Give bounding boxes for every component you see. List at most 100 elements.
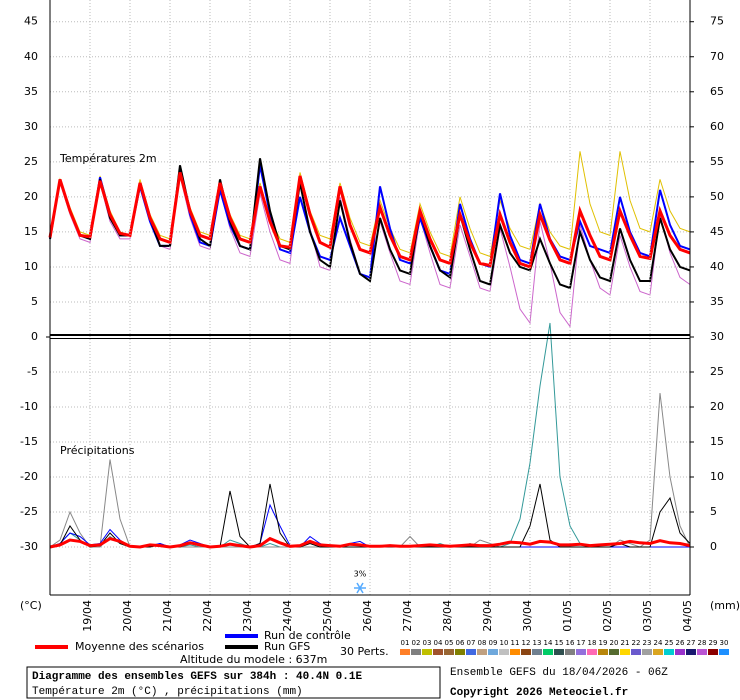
member-label: 21 <box>621 639 630 647</box>
member-swatch <box>532 649 542 655</box>
y2-tick-label: 45 <box>710 225 724 238</box>
member-swatch <box>411 649 421 655</box>
panel-title: Précipitations <box>60 444 135 457</box>
x-tick-label: 23/04 <box>241 600 254 632</box>
member-label: 07 <box>467 639 476 647</box>
y-tick-label: 0 <box>31 330 38 343</box>
y2-tick-label: 0 <box>710 540 717 553</box>
altitude: Altitude du modele : 637m <box>180 653 327 666</box>
legend-label: Run de contrôle <box>264 629 351 642</box>
member-swatch <box>719 649 729 655</box>
series-line <box>49 158 691 290</box>
plot-area: 051015202530354045354045505560657075-30-… <box>20 0 724 632</box>
member-swatch <box>554 649 564 655</box>
member-label: 24 <box>654 639 663 647</box>
member-label: 08 <box>478 639 487 647</box>
x-tick-label: 01/05 <box>561 600 574 632</box>
member-swatch <box>708 649 718 655</box>
series-line <box>49 151 691 258</box>
member-label: 20 <box>610 639 619 647</box>
x-tick-label: 27/04 <box>401 600 414 632</box>
member-swatch <box>631 649 641 655</box>
member-swatch <box>543 649 553 655</box>
member-swatch <box>675 649 685 655</box>
member-swatch <box>620 649 630 655</box>
member-label: 26 <box>676 639 685 647</box>
x-tick-label: 20/04 <box>121 600 134 632</box>
member-swatch <box>609 649 619 655</box>
legend-label: Run GFS <box>264 640 310 653</box>
y2-tick-label: 40 <box>710 260 724 273</box>
y-tick-label: 10 <box>24 260 38 273</box>
x-tick-label: 19/04 <box>81 600 94 632</box>
member-label: 18 <box>588 639 597 647</box>
member-label: 29 <box>709 639 718 647</box>
member-swatch <box>653 649 663 655</box>
y2-tick-label: 25 <box>710 365 724 378</box>
y2-tick-label: 10 <box>710 470 724 483</box>
y2-tick-label: 5 <box>710 505 717 518</box>
member-label: 01 <box>401 639 410 647</box>
member-swatch <box>686 649 696 655</box>
snowflake-icon <box>354 582 366 594</box>
member-label: 03 <box>423 639 432 647</box>
x-tick-label: 26/04 <box>361 600 374 632</box>
y2-tick-label: 70 <box>710 50 724 63</box>
member-swatch <box>697 649 707 655</box>
y-tick-label: -25 <box>20 505 38 518</box>
member-label: 17 <box>577 639 586 647</box>
y2-tick-label: 50 <box>710 190 724 203</box>
y-tick-label: 20 <box>24 190 38 203</box>
y-tick-label: 15 <box>24 225 38 238</box>
y2-tick-label: 75 <box>710 15 724 28</box>
footer-title: Diagramme des ensembles GEFS sur 384h : … <box>32 671 362 683</box>
perturbations-label: 30 Perts. <box>340 645 389 658</box>
footer-box <box>26 666 441 699</box>
y-tick-label: -30 <box>20 540 38 553</box>
x-tick-label: 02/05 <box>601 600 614 632</box>
snow-probability: 3% <box>354 570 367 579</box>
member-swatch <box>587 649 597 655</box>
member-label: 13 <box>533 639 542 647</box>
y2-tick-label: 20 <box>710 400 724 413</box>
x-tick-label: 24/04 <box>281 600 294 632</box>
y2-tick-label: 35 <box>710 295 724 308</box>
x-tick-label: 22/04 <box>201 600 214 632</box>
member-swatch <box>664 649 674 655</box>
y2-tick-label: 55 <box>710 155 724 168</box>
member-label: 22 <box>632 639 641 647</box>
panel-title: Températures 2m <box>59 152 157 165</box>
member-label: 25 <box>665 639 674 647</box>
legend-label: Moyenne des scénarios <box>75 640 204 653</box>
member-swatch <box>510 649 520 655</box>
member-label: 16 <box>566 639 575 647</box>
y-tick-label: -15 <box>20 435 38 448</box>
footer-subtitle: Température 2m (°C) , précipitations (mm… <box>32 686 303 698</box>
member-swatch <box>400 649 410 655</box>
y-tick-label: 5 <box>31 295 38 308</box>
member-label: 19 <box>599 639 608 647</box>
y2-unit: (mm) <box>710 599 740 612</box>
x-tick-label: 30/04 <box>521 600 534 632</box>
member-swatch <box>466 649 476 655</box>
member-label: 04 <box>434 639 443 647</box>
member-swatch <box>477 649 487 655</box>
y-tick-label: 25 <box>24 155 38 168</box>
member-label: 06 <box>456 639 465 647</box>
member-swatch <box>444 649 454 655</box>
member-label: 11 <box>511 639 520 647</box>
series-line <box>49 536 691 549</box>
x-tick-label: 03/05 <box>641 600 654 632</box>
member-label: 10 <box>500 639 509 647</box>
x-tick-label: 29/04 <box>481 600 494 632</box>
member-swatch <box>422 649 432 655</box>
y-tick-label: -20 <box>20 470 38 483</box>
member-swatch <box>642 649 652 655</box>
member-swatch <box>565 649 575 655</box>
member-swatch <box>433 649 443 655</box>
y-tick-label: -5 <box>27 365 38 378</box>
y-tick-label: 40 <box>24 50 38 63</box>
member-label: 02 <box>412 639 421 647</box>
